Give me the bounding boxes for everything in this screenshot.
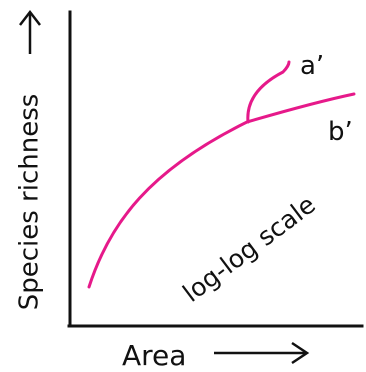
y-axis-arrow	[20, 12, 40, 54]
curve-b-label: b’	[328, 117, 353, 147]
x-axis-arrow	[214, 343, 307, 363]
x-axis-label: Area	[122, 339, 186, 372]
curve-a-label: a’	[300, 51, 324, 81]
scale-note: log-log scale	[177, 190, 320, 308]
y-axis-label: Species richness	[15, 94, 45, 311]
scale-note-group: log-log scale	[177, 190, 320, 308]
y-axis-label-group: Species richness	[15, 94, 45, 311]
